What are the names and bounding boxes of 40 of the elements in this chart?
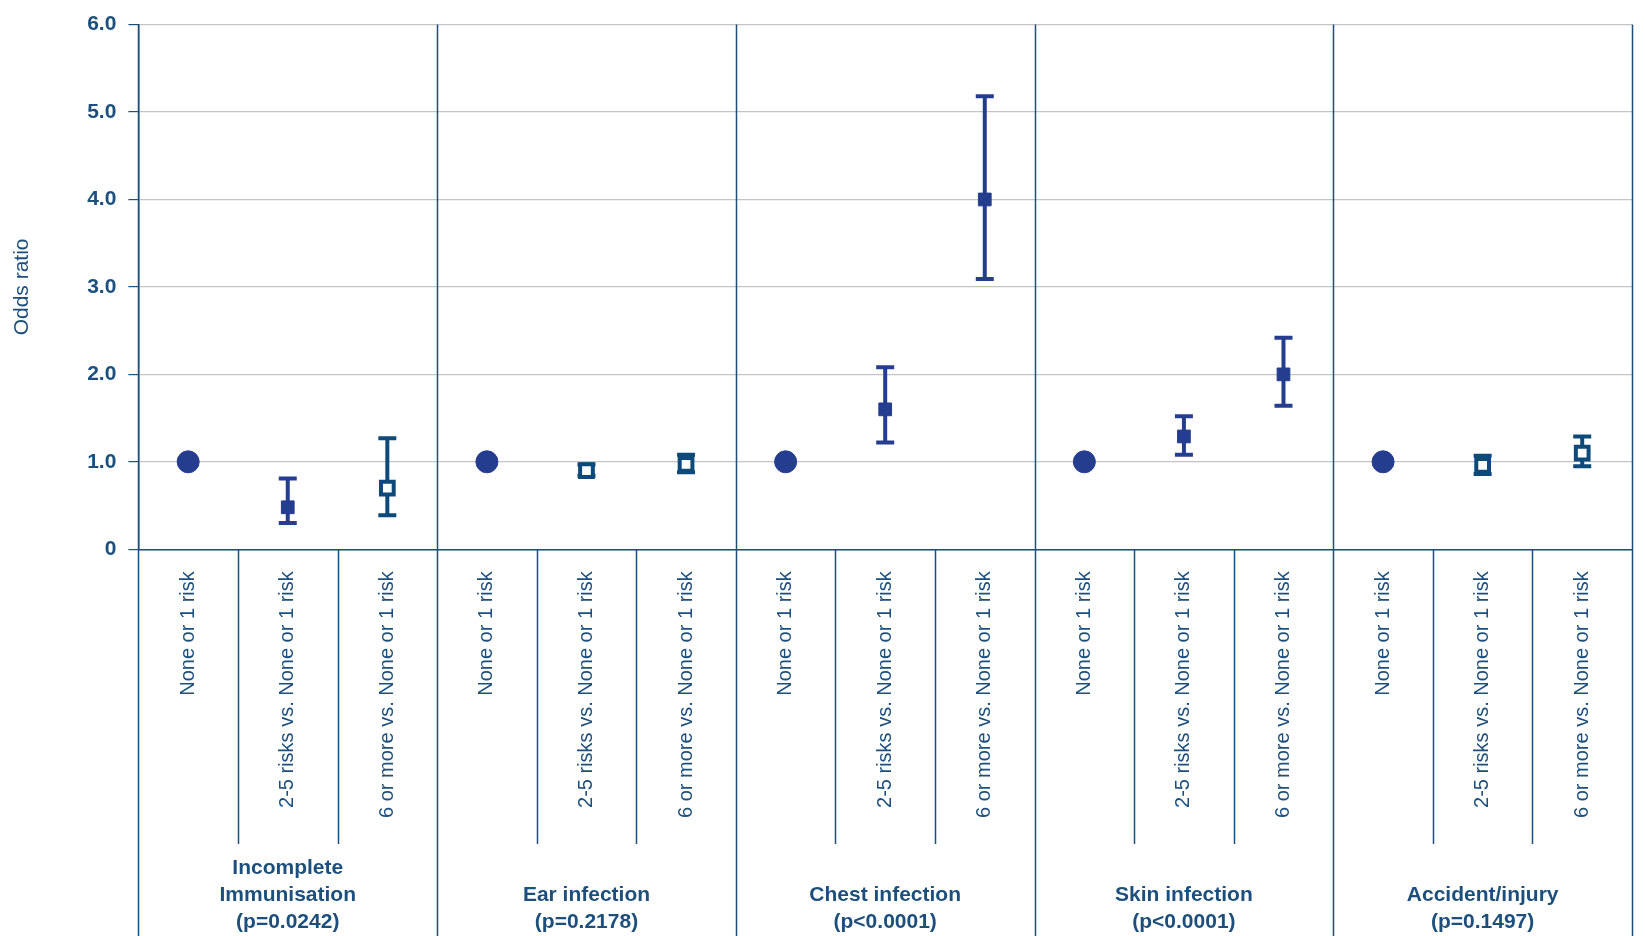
text: Accident/injury (p=0.1497) xyxy=(1406,882,1559,932)
x-tick-label: 6 or more vs. None or 1 risk xyxy=(1271,570,1294,818)
y-tick-label: 5.0 xyxy=(87,98,117,122)
x-tick-label: 2-5 risks vs. None or 1 risk xyxy=(1171,570,1194,808)
point xyxy=(475,450,499,474)
x-tick-label: None or 1 risk xyxy=(1370,570,1393,696)
point xyxy=(878,402,893,417)
point xyxy=(280,500,295,515)
point xyxy=(774,450,798,474)
text: Ear infection (p=0.2178) xyxy=(522,882,651,932)
text: Chest infection (p<0.0001) xyxy=(809,882,962,932)
y-axis-title: Odds ratio xyxy=(9,238,33,336)
point xyxy=(176,450,200,474)
y-tick-label: 0 xyxy=(104,536,117,560)
x-tick-label: None or 1 risk xyxy=(1071,570,1094,696)
y-tick-label: 6.0 xyxy=(87,11,117,35)
x-tick-label: 2-5 risks vs. None or 1 risk xyxy=(872,570,895,808)
x-tick-label: None or 1 risk xyxy=(773,570,796,696)
x-tick-label: None or 1 risk xyxy=(175,570,198,696)
point xyxy=(1573,444,1591,462)
x-tick-label: 6 or more vs. None or 1 risk xyxy=(673,570,696,818)
point xyxy=(1072,450,1096,474)
point xyxy=(378,479,396,497)
x-tick-label: 2-5 risks vs. None or 1 risk xyxy=(573,570,596,808)
point xyxy=(977,192,992,207)
x-tick-label: 6 or more vs. None or 1 risk xyxy=(972,570,995,818)
text: Incomplete Immunisation (p=0.0242) xyxy=(219,855,357,932)
point xyxy=(1371,450,1395,474)
x-tick-label: None or 1 risk xyxy=(474,570,497,696)
y-tick-label: 3.0 xyxy=(87,273,117,297)
y-tick-label: 1.0 xyxy=(87,448,117,472)
point xyxy=(1276,367,1291,382)
x-tick-label: 2-5 risks vs. None or 1 risk xyxy=(275,570,298,808)
x-tick-label: 6 or more vs. None or 1 risk xyxy=(1569,570,1592,818)
x-tick-label: 2-5 risks vs. None or 1 risk xyxy=(1470,570,1493,808)
y-tick-label: 4.0 xyxy=(87,186,117,210)
x-tick-label: 6 or more vs. None or 1 risk xyxy=(374,570,397,818)
point xyxy=(1177,429,1191,444)
text: Skin infection (p<0.0001) xyxy=(1115,882,1253,932)
y-tick-label: 2.0 xyxy=(87,361,117,385)
